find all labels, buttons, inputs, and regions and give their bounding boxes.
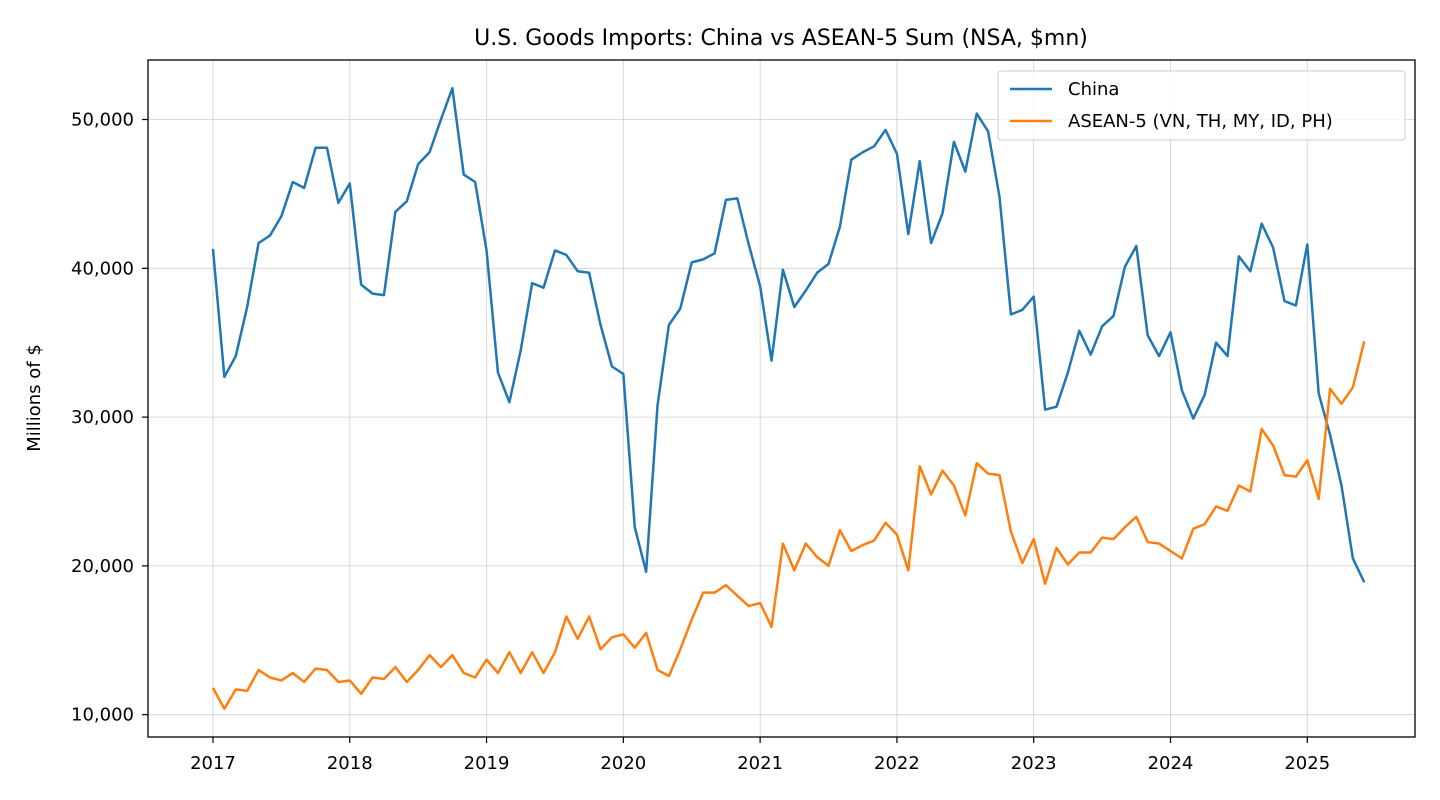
- x-tick-label: 2023: [1011, 753, 1057, 774]
- x-tick-label: 2019: [464, 753, 510, 774]
- y-tick-label: 20,000: [71, 556, 134, 577]
- y-tick-label: 40,000: [71, 258, 134, 279]
- x-tick-label: 2021: [737, 753, 783, 774]
- y-axis-ticks: 10,000 20,000 30,000 40,000 50,000: [71, 110, 148, 726]
- plot-frame: [147, 59, 1416, 738]
- x-axis-ticks: 2017 2018 2019 2020 2021 2022 2023 2024 2025: [190, 737, 1330, 774]
- x-tick-label: 2020: [600, 753, 646, 774]
- x-tick-label: 2022: [874, 753, 920, 774]
- legend-label-asean5: ASEAN-5 (VN, TH, MY, ID, PH): [1068, 111, 1333, 132]
- y-tick-label: 30,000: [71, 407, 134, 428]
- y-tick-label: 50,000: [71, 110, 134, 131]
- legend: China ASEAN-5 (VN, TH, MY, ID, PH): [997, 70, 1406, 141]
- x-tick-label: 2017: [190, 753, 236, 774]
- x-tick-label: 2018: [327, 753, 373, 774]
- chart-title: U.S. Goods Imports: China vs ASEAN-5 Sum…: [474, 26, 1088, 51]
- x-tick-label: 2025: [1284, 753, 1330, 774]
- grid-lines: [148, 60, 1415, 737]
- series-line-asean5: [211, 340, 1366, 710]
- y-axis-label: Millions of $: [24, 344, 45, 452]
- series-lines: [211, 87, 1366, 710]
- legend-box: [997, 70, 1406, 141]
- legend-label-china: China: [1068, 79, 1119, 100]
- x-tick-label: 2024: [1148, 753, 1194, 774]
- series-line-china: [211, 87, 1366, 583]
- y-tick-label: 10,000: [71, 705, 134, 726]
